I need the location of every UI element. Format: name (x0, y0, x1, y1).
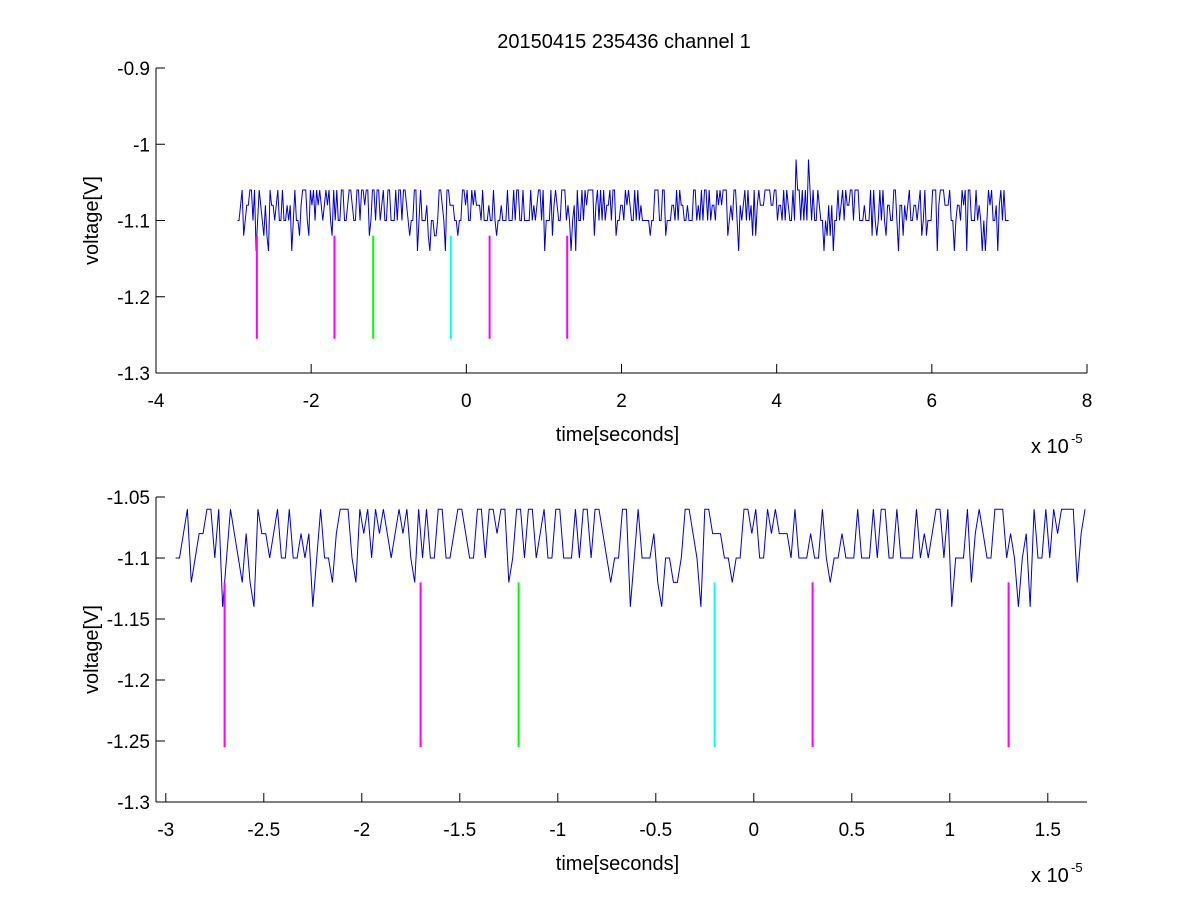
x-tick-label: -4 (148, 391, 165, 412)
y-tick-label: -1.1 (117, 549, 150, 570)
x-tick-label: 0.5 (839, 820, 865, 841)
series-line (237, 159, 1009, 252)
x-axis-label: time[seconds] (556, 853, 679, 875)
x-tick-label: 0 (749, 820, 760, 841)
y-tick-label: -1.2 (117, 671, 150, 692)
x-tick-label: 1 (945, 820, 956, 841)
x-multiplier-label: x 10 (1031, 436, 1069, 458)
chart-title: 20150415 235436 channel 1 (497, 31, 751, 53)
x-tick-label: -3 (157, 820, 174, 841)
x-tick-label: -1.5 (443, 820, 476, 841)
y-tick-label: -0.9 (117, 59, 150, 80)
x-tick-label: 0 (461, 391, 472, 412)
x-multiplier-exponent: -5 (1071, 860, 1083, 875)
x-tick-label: -2 (303, 391, 320, 412)
x-tick-label: 4 (771, 391, 782, 412)
series-line (175, 508, 1086, 607)
y-axis-label: voltage[V] (81, 176, 103, 265)
y-axis-label: voltage[V] (81, 605, 103, 694)
x-tick-label: 6 (927, 391, 938, 412)
x-multiplier-exponent: -5 (1071, 431, 1083, 446)
y-tick-label: -1.1 (117, 212, 150, 233)
y-tick-label: -1 (133, 135, 150, 156)
y-tick-label: -1.3 (117, 364, 150, 385)
y-tick-label: -1.25 (107, 732, 150, 753)
x-axis-label: time[seconds] (556, 424, 679, 446)
x-tick-label: 2 (616, 391, 627, 412)
x-tick-label: -2 (353, 820, 370, 841)
top-plot: -1.3 -1.2 -1.1 -1 -0.9 -4 -2 0 2 4 6 8 time[seconds]… (81, 59, 1092, 458)
y-tick-label: -1.2 (117, 288, 150, 309)
x-tick-label: -1 (549, 820, 566, 841)
y-tick-label: -1.05 (107, 488, 150, 509)
x-tick-label: 1.5 (1035, 820, 1061, 841)
x-tick-label: 8 (1082, 391, 1093, 412)
y-tick-label: -1.3 (117, 793, 150, 814)
x-tick-label: -0.5 (639, 820, 672, 841)
bottom-plot: -1.3 -1.25 -1.2 -1.15 -1.1 -1.05 -3 -2.5 -2 -1.5 -… (81, 488, 1087, 887)
x-tick-label: -2.5 (247, 820, 280, 841)
x-multiplier-label: x 10 (1031, 865, 1069, 887)
y-tick-label: -1.15 (107, 610, 150, 631)
